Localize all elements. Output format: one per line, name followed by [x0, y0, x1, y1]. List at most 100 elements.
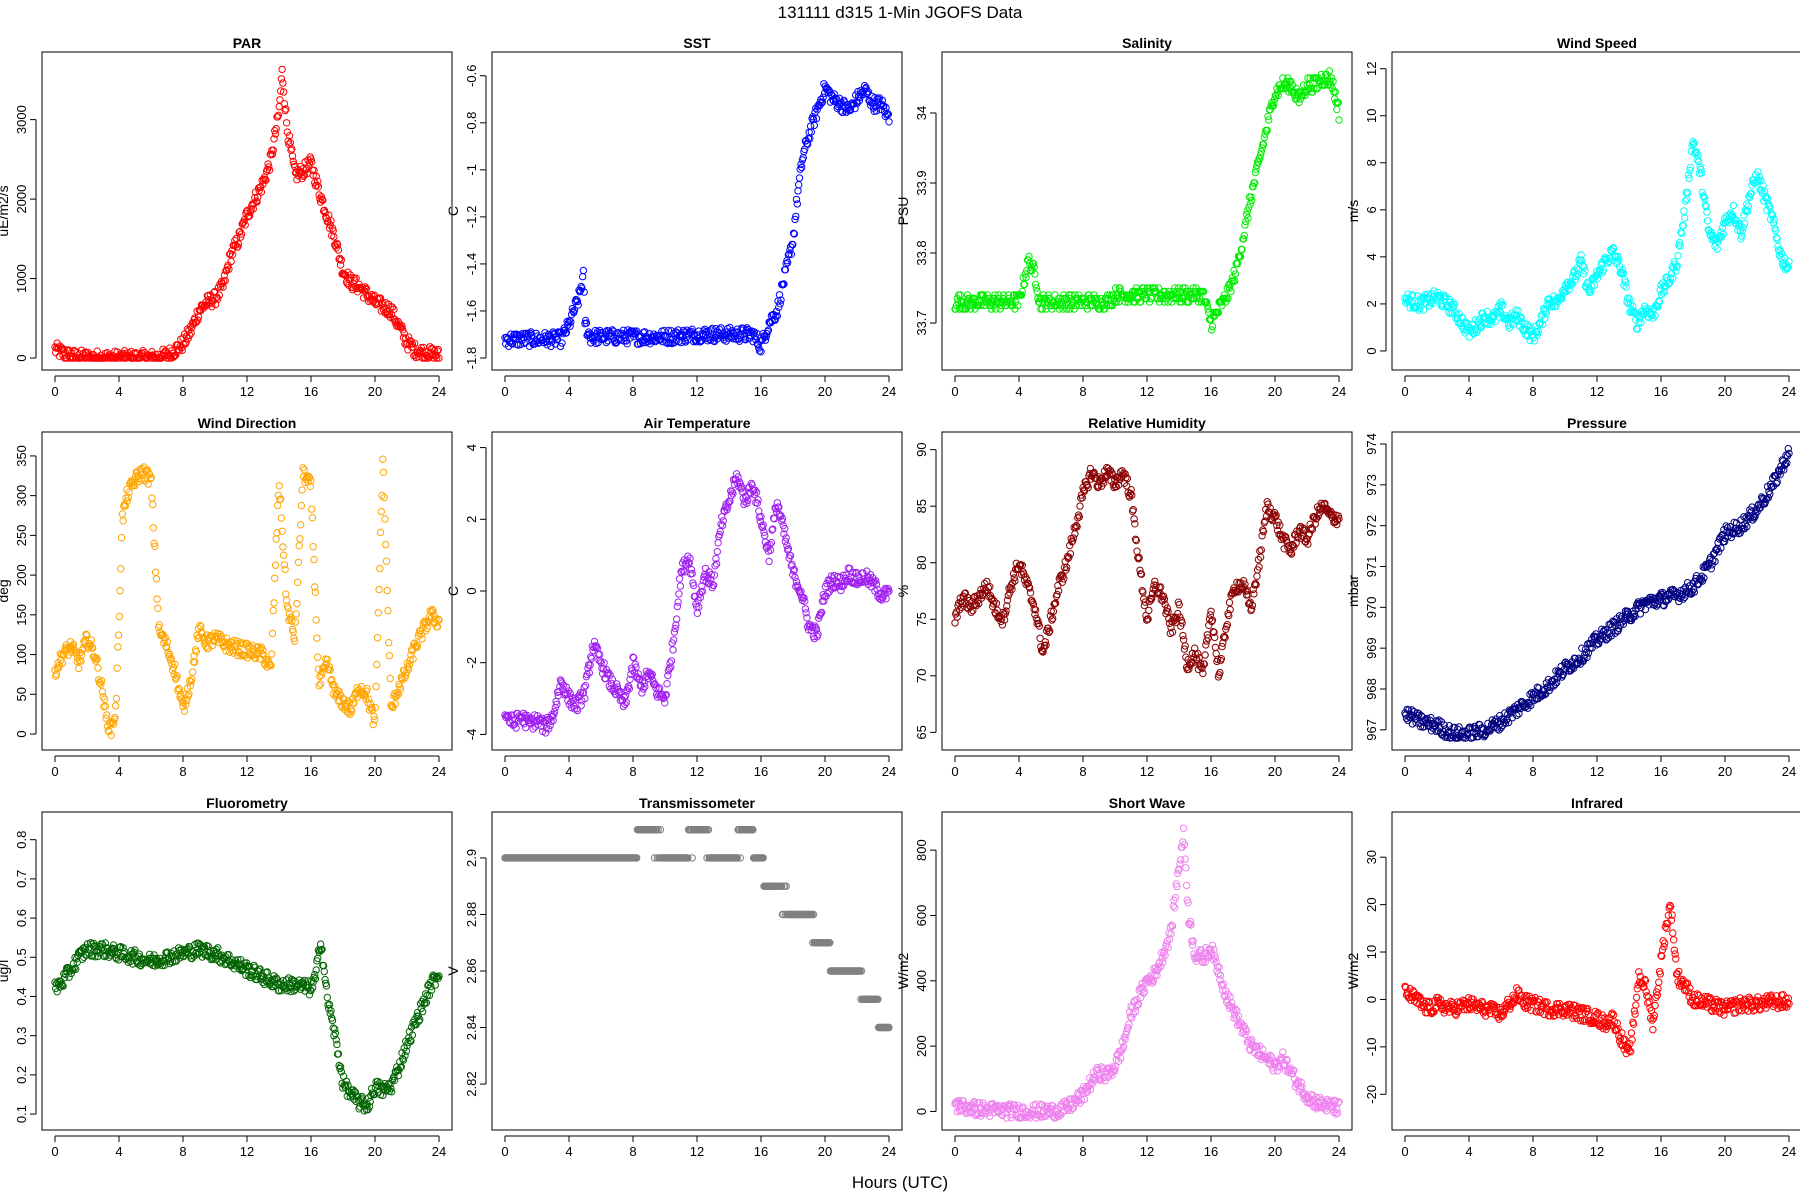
data-point [755, 347, 764, 355]
data-point [1070, 305, 1078, 313]
data-point [1029, 259, 1038, 268]
data-point [319, 196, 327, 204]
data-point [792, 195, 801, 204]
data-point [802, 136, 810, 145]
y-tick-label: 0.1 [14, 1105, 29, 1123]
x-tick-label: 24 [1332, 384, 1346, 399]
data-point [1317, 70, 1325, 79]
data-point [400, 329, 408, 337]
data-point [435, 354, 443, 362]
data-point [313, 634, 321, 642]
data-point [1224, 294, 1232, 303]
data-point [1258, 144, 1266, 152]
y-tick-label: 2000 [14, 185, 29, 214]
data-points [1401, 137, 1793, 345]
data-point [55, 352, 64, 360]
y-tick-label: 10 [1364, 109, 1379, 123]
data-point [276, 96, 284, 104]
data-point [1241, 221, 1249, 229]
y-tick-label: 70 [914, 669, 929, 683]
y-tick-label: 33.9 [914, 170, 929, 195]
data-point [235, 228, 243, 236]
data-point [794, 187, 802, 195]
data-point [1107, 477, 1115, 485]
y-tick-label: -1.4 [464, 253, 479, 275]
data-point [1424, 290, 1432, 298]
data-point [347, 274, 355, 282]
data-point [1063, 305, 1071, 313]
data-point [1331, 88, 1340, 96]
data-point [996, 305, 1004, 313]
data-point [954, 298, 962, 306]
data-point [1238, 245, 1246, 254]
data-point [399, 326, 407, 334]
data-point [1325, 67, 1334, 75]
data-point [385, 652, 394, 660]
x-tick-label: 20 [1268, 764, 1282, 779]
data-point [282, 590, 290, 598]
data-point [864, 87, 872, 96]
data-point [374, 299, 382, 307]
data-point [1272, 91, 1280, 100]
data-point [1211, 643, 1220, 652]
data-point [434, 345, 442, 354]
data-point [268, 650, 276, 658]
x-tick-label: 12 [240, 384, 254, 399]
data-point [221, 277, 229, 285]
plot-frame [41, 51, 453, 371]
data-point [237, 233, 245, 241]
data-point [1208, 326, 1216, 334]
data-point [1254, 158, 1263, 166]
x-tick-label: 12 [690, 1144, 704, 1159]
data-point [1031, 280, 1040, 289]
data-point [352, 274, 360, 282]
data-point [330, 233, 338, 241]
data-point [171, 351, 180, 359]
data-point [775, 303, 783, 311]
data-point [409, 343, 417, 351]
data-point [789, 240, 797, 249]
data-point [1207, 607, 1215, 615]
data-point [228, 251, 237, 259]
data-point [1329, 77, 1337, 86]
data-point [986, 301, 995, 310]
data-point [205, 296, 213, 304]
data-point [1253, 572, 1261, 580]
data-point [570, 306, 579, 314]
data-point [567, 318, 575, 326]
data-point [835, 94, 844, 103]
data-point [1680, 207, 1688, 215]
data-point [293, 599, 301, 608]
x-tick-label: 12 [1140, 384, 1154, 399]
y-tick-label: 33.7 [914, 310, 929, 335]
data-point [1265, 116, 1273, 124]
y-tick-label: 150 [14, 604, 29, 626]
y-tick-label: -0.6 [464, 65, 479, 87]
data-point [762, 333, 770, 341]
data-point [171, 352, 179, 360]
data-point [1274, 91, 1283, 100]
data-points [51, 65, 443, 362]
data-point [714, 539, 722, 547]
data-point [741, 335, 749, 343]
data-point [1099, 301, 1107, 310]
data-points [51, 455, 443, 739]
data-point [343, 279, 351, 288]
data-point [405, 333, 413, 341]
data-point [319, 207, 328, 215]
data-point [214, 295, 222, 303]
data-point [308, 158, 316, 166]
data-point [1216, 668, 1224, 677]
data-point [675, 590, 683, 598]
x-tick-label: 24 [432, 384, 446, 399]
x-tick-label: 4 [565, 764, 572, 779]
data-point [853, 99, 861, 108]
y-tick-label: 250 [14, 525, 29, 547]
data-point [422, 990, 430, 998]
data-point [1301, 91, 1309, 100]
data-point [1264, 112, 1272, 121]
y-axis-label: % [895, 585, 911, 597]
x-tick-label: 0 [501, 764, 508, 779]
